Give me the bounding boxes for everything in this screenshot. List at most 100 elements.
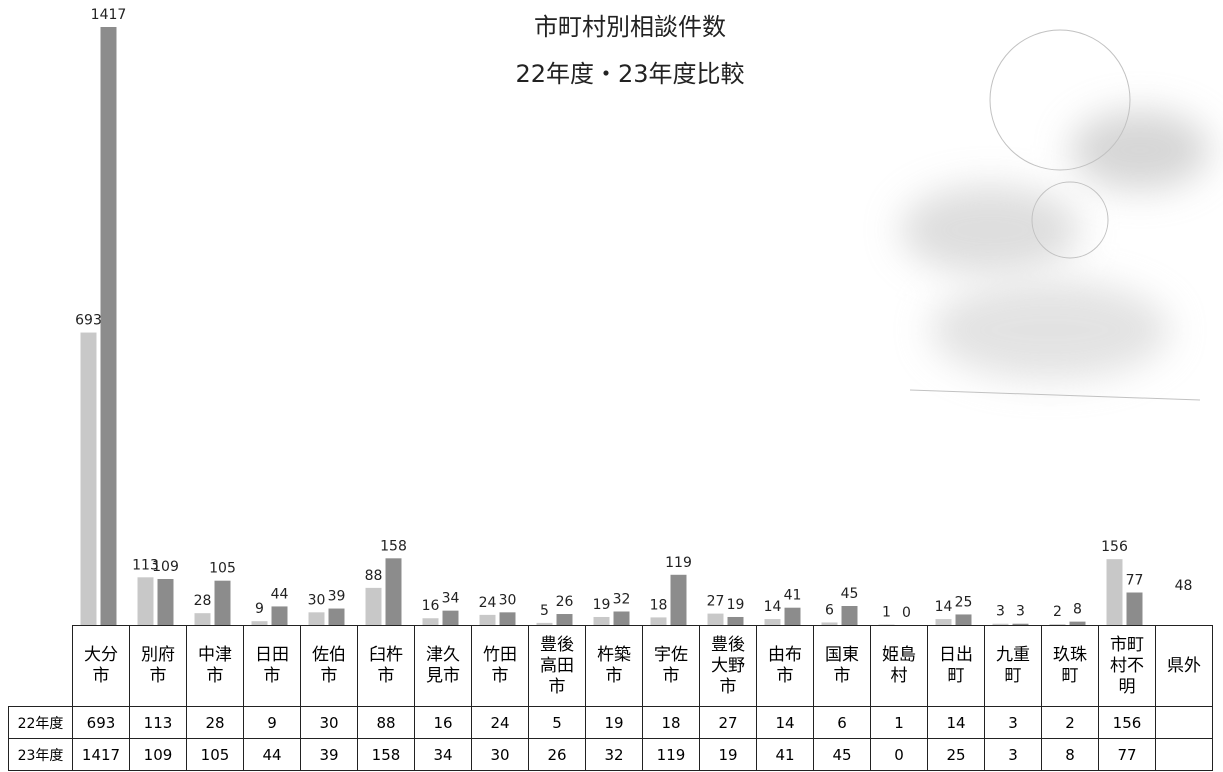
category-cell: 別府市 bbox=[129, 625, 187, 707]
data-row: 22年度 693 113 28 9 30 88 16 24 5 19 18 27 14 6 1 14 3 2 156 bbox=[8, 706, 1213, 739]
value-cell: 45 bbox=[813, 738, 871, 771]
value-label: 28 bbox=[194, 593, 212, 609]
value-cell: 16 bbox=[414, 706, 472, 739]
outside-total: 48 bbox=[1175, 578, 1193, 594]
value-cell: 119 bbox=[642, 738, 700, 771]
category-label: 別府市 bbox=[141, 645, 175, 686]
category-label: 津久見市 bbox=[426, 645, 460, 686]
value-cell: 5 bbox=[528, 706, 586, 739]
value-cell: 14 bbox=[927, 706, 985, 739]
value-label: 693 bbox=[75, 313, 102, 329]
bar bbox=[935, 619, 952, 625]
value-cell: 105 bbox=[186, 738, 244, 771]
category-cell: 臼杵市 bbox=[357, 625, 415, 707]
bar bbox=[271, 606, 288, 625]
bar bbox=[821, 622, 838, 625]
bar bbox=[157, 579, 174, 625]
bar bbox=[385, 558, 402, 625]
category-label: 九重町 bbox=[996, 645, 1030, 686]
value-label: 109 bbox=[152, 559, 179, 575]
value-cell: 6 bbox=[813, 706, 871, 739]
value-cell: 88 bbox=[357, 706, 415, 739]
data-row: 23年度 1417 109 105 44 39 158 34 30 26 32 119 19 41 45 0 2… bbox=[8, 738, 1213, 771]
category-label: 佐伯市 bbox=[312, 645, 346, 686]
value-cell: 44 bbox=[243, 738, 301, 771]
header-row: 大分市 別府市 中津市 日田市 佐伯市 臼杵市 津久見市 竹田市 豊後高田市 杵築市 宇佐市 豊後大野… bbox=[9, 625, 1213, 707]
bar bbox=[1012, 623, 1029, 625]
category-cell: 県外 bbox=[1155, 625, 1213, 707]
value-cell: 156 bbox=[1098, 706, 1156, 739]
bar bbox=[1049, 624, 1066, 625]
value-label: 5 bbox=[540, 603, 549, 619]
value-cell: 34 bbox=[414, 738, 472, 771]
value-cell: 18 bbox=[642, 706, 700, 739]
bar bbox=[727, 616, 744, 625]
value-label: 14 bbox=[935, 599, 953, 615]
value-cell: 1 bbox=[870, 706, 928, 739]
bar bbox=[479, 614, 496, 625]
value-label: 1 bbox=[882, 605, 891, 621]
category-cell: 中津市 bbox=[186, 625, 244, 707]
category-cell: 由布市 bbox=[756, 625, 814, 707]
value-label: 0 bbox=[902, 605, 911, 621]
row-label: 22年度 bbox=[8, 706, 73, 739]
bar bbox=[613, 611, 630, 625]
value-cell: 25 bbox=[927, 738, 985, 771]
chart-title: 市町村別相談件数 bbox=[534, 13, 726, 41]
category-label: 県外 bbox=[1167, 655, 1201, 676]
value-label: 39 bbox=[328, 589, 346, 605]
bar bbox=[442, 610, 459, 625]
category-label: 由布市 bbox=[768, 645, 802, 686]
bar bbox=[992, 623, 1009, 625]
value-label: 113 bbox=[132, 557, 159, 573]
value-cell: 30 bbox=[300, 706, 358, 739]
value-label: 105 bbox=[209, 561, 236, 577]
value-cell: 24 bbox=[471, 706, 529, 739]
bar bbox=[707, 613, 724, 625]
bar bbox=[100, 27, 117, 625]
value-label: 30 bbox=[308, 592, 326, 608]
bar bbox=[365, 587, 382, 625]
category-label: 玖珠町 bbox=[1053, 645, 1087, 686]
value-cell: 8 bbox=[1041, 738, 1099, 771]
bar bbox=[308, 612, 325, 625]
value-cell: 158 bbox=[357, 738, 415, 771]
value-cell: 14 bbox=[756, 706, 814, 739]
row-label: 23年度 bbox=[8, 738, 73, 771]
value-label: 156 bbox=[1101, 539, 1128, 555]
bar bbox=[328, 608, 345, 625]
value-label: 30 bbox=[499, 592, 517, 608]
value-label: 19 bbox=[593, 597, 611, 613]
bar bbox=[1106, 559, 1123, 625]
value-label: 25 bbox=[955, 594, 973, 610]
category-cell: 豊後大野市 bbox=[699, 625, 757, 707]
bar bbox=[137, 577, 154, 625]
category-label: 中津市 bbox=[198, 645, 232, 686]
bar bbox=[499, 612, 516, 625]
category-cell: 市町村不明 bbox=[1098, 625, 1156, 707]
value-cell: 28 bbox=[186, 706, 244, 739]
bar bbox=[784, 607, 801, 625]
value-label: 34 bbox=[442, 591, 460, 607]
value-cell: 41 bbox=[756, 738, 814, 771]
value-cell: 3 bbox=[984, 706, 1042, 739]
bar bbox=[194, 613, 211, 625]
bar bbox=[593, 616, 610, 625]
bar bbox=[764, 619, 781, 625]
value-cell: 1417 bbox=[72, 738, 130, 771]
value-cell: 26 bbox=[528, 738, 586, 771]
value-label: 27 bbox=[707, 594, 725, 610]
value-label: 18 bbox=[650, 597, 668, 613]
category-cell: 佐伯市 bbox=[300, 625, 358, 707]
value-label: 158 bbox=[380, 538, 407, 554]
value-label: 44 bbox=[271, 586, 289, 602]
value-cell: 113 bbox=[129, 706, 187, 739]
value-label: 16 bbox=[422, 598, 440, 614]
bar bbox=[556, 614, 573, 625]
value-cell: 30 bbox=[471, 738, 529, 771]
category-cell: 日田市 bbox=[243, 625, 301, 707]
category-label: 杵築市 bbox=[597, 645, 631, 686]
value-label: 2 bbox=[1053, 604, 1062, 620]
value-label: 1417 bbox=[91, 7, 127, 23]
